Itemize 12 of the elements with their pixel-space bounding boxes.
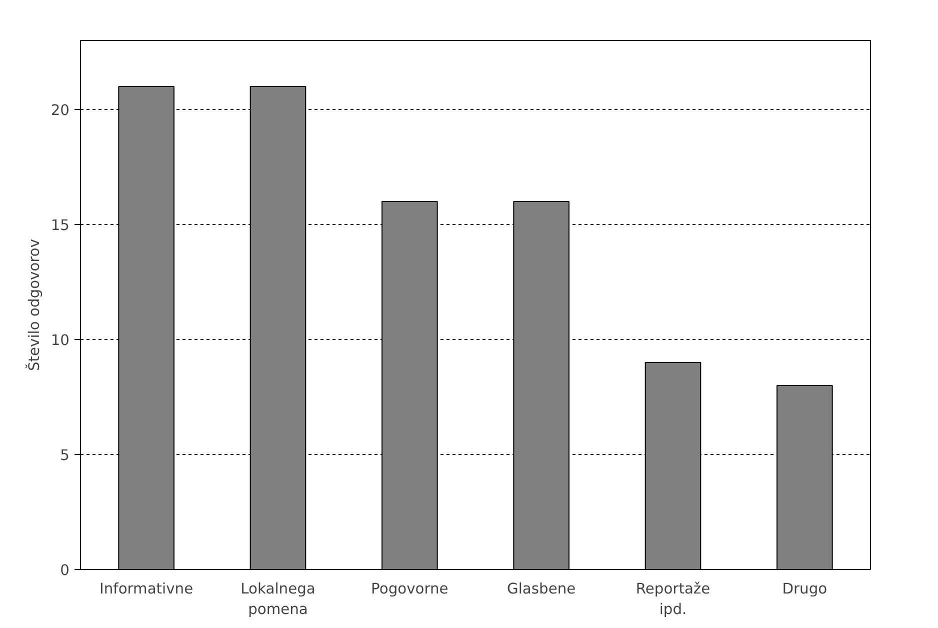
x-tick-label: Informativne xyxy=(100,580,194,598)
x-tick-label: Lokalnega pomena xyxy=(240,580,316,618)
y-axis-title: Število odgovorov xyxy=(24,238,43,372)
y-tick-label: 0 xyxy=(60,562,70,579)
x-tick-label: Glasbene xyxy=(506,580,576,598)
x-tick-label: Reportaže ipd. xyxy=(636,580,710,618)
x-tick-label: Drugo xyxy=(782,580,828,598)
y-tick-label: 10 xyxy=(50,332,70,349)
y-tick-label: 20 xyxy=(50,102,70,119)
x-tick-label: Pogovorne xyxy=(371,580,448,598)
y-tick-label: 15 xyxy=(50,217,70,234)
y-tick-label: 5 xyxy=(60,447,70,464)
